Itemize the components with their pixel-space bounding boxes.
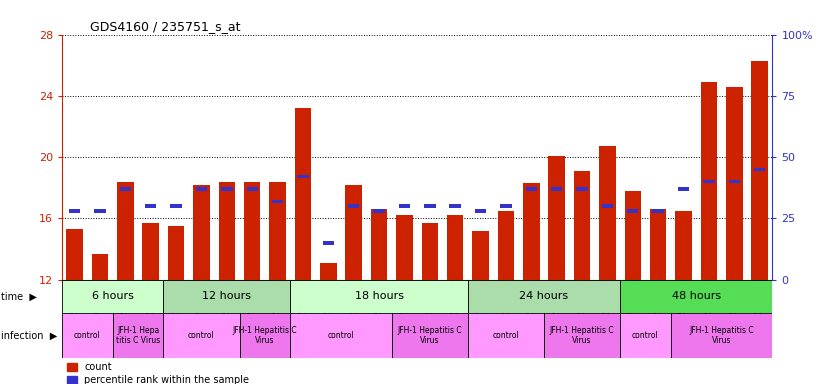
Text: infection  ▶: infection ▶ <box>1 330 57 340</box>
Text: 48 hours: 48 hours <box>672 291 721 301</box>
Bar <box>726 87 743 280</box>
Text: JFH-1 Hepa
titis C Virus: JFH-1 Hepa titis C Virus <box>116 326 160 345</box>
Bar <box>112 313 164 358</box>
Text: GDS4160 / 235751_s_at: GDS4160 / 235751_s_at <box>90 20 241 33</box>
Bar <box>272 200 283 203</box>
Text: control: control <box>74 331 101 340</box>
Bar <box>678 187 689 190</box>
Bar <box>164 280 290 313</box>
Bar <box>240 313 290 358</box>
Bar <box>143 223 159 280</box>
Bar <box>671 313 772 358</box>
Bar <box>544 313 620 358</box>
Bar <box>94 209 106 213</box>
Bar <box>624 191 641 280</box>
Bar <box>703 180 714 183</box>
Bar <box>392 313 468 358</box>
Bar <box>472 231 489 280</box>
Bar <box>475 209 487 213</box>
Bar <box>221 187 233 190</box>
Bar <box>525 187 537 190</box>
Bar <box>729 180 740 183</box>
Text: 18 hours: 18 hours <box>354 291 404 301</box>
Bar <box>170 204 182 208</box>
Bar <box>627 209 638 213</box>
Bar <box>69 209 80 213</box>
Bar <box>120 187 131 190</box>
Bar <box>449 204 461 208</box>
Bar <box>297 175 309 179</box>
Bar <box>523 183 539 280</box>
Bar <box>62 313 112 358</box>
Bar <box>551 187 563 190</box>
Bar <box>601 204 613 208</box>
Bar <box>66 229 83 280</box>
Text: control: control <box>492 331 520 340</box>
Text: time  ▶: time ▶ <box>1 291 36 301</box>
Bar <box>676 211 691 280</box>
Bar <box>145 204 156 208</box>
Bar <box>373 209 385 213</box>
Bar <box>348 204 359 208</box>
Text: JFH-1 Hepatitis C
Virus: JFH-1 Hepatitis C Virus <box>397 326 462 345</box>
Bar <box>323 241 334 245</box>
Bar <box>620 280 772 313</box>
Bar <box>468 280 620 313</box>
Bar <box>246 187 258 190</box>
Bar <box>498 211 514 280</box>
Bar <box>290 280 468 313</box>
Bar <box>650 209 667 280</box>
Text: control: control <box>328 331 354 340</box>
Bar <box>447 215 463 280</box>
Bar <box>371 209 387 280</box>
Bar <box>92 253 108 280</box>
Bar <box>117 182 134 280</box>
Text: JFH-1 Hepatitis C
Virus: JFH-1 Hepatitis C Virus <box>233 326 297 345</box>
Text: 24 hours: 24 hours <box>520 291 568 301</box>
Bar <box>421 223 438 280</box>
Bar <box>244 182 260 280</box>
Text: control: control <box>632 331 659 340</box>
Bar <box>501 204 511 208</box>
Bar <box>754 168 766 171</box>
Bar <box>168 226 184 280</box>
Bar <box>574 171 591 280</box>
Text: JFH-1 Hepatitis C
Virus: JFH-1 Hepatitis C Virus <box>689 326 754 345</box>
Text: control: control <box>188 331 215 340</box>
Text: 12 hours: 12 hours <box>202 291 251 301</box>
Bar <box>219 182 235 280</box>
Bar <box>345 185 362 280</box>
Bar <box>424 204 435 208</box>
Bar <box>577 187 588 190</box>
Bar <box>399 204 411 208</box>
Bar <box>653 209 664 213</box>
Bar <box>468 313 544 358</box>
Bar <box>193 185 210 280</box>
Bar <box>320 263 336 280</box>
Bar <box>62 280 164 313</box>
Text: JFH-1 Hepatitis C
Virus: JFH-1 Hepatitis C Virus <box>550 326 615 345</box>
Bar <box>164 313 240 358</box>
Bar <box>295 108 311 280</box>
Bar <box>196 187 207 190</box>
Bar <box>700 82 717 280</box>
Bar <box>290 313 392 358</box>
Bar <box>752 61 768 280</box>
Bar <box>396 215 413 280</box>
Bar <box>269 182 286 280</box>
Bar <box>599 146 615 280</box>
Bar <box>548 156 565 280</box>
Legend: count, percentile rank within the sample: count, percentile rank within the sample <box>67 362 249 384</box>
Text: 6 hours: 6 hours <box>92 291 134 301</box>
Bar <box>620 313 671 358</box>
